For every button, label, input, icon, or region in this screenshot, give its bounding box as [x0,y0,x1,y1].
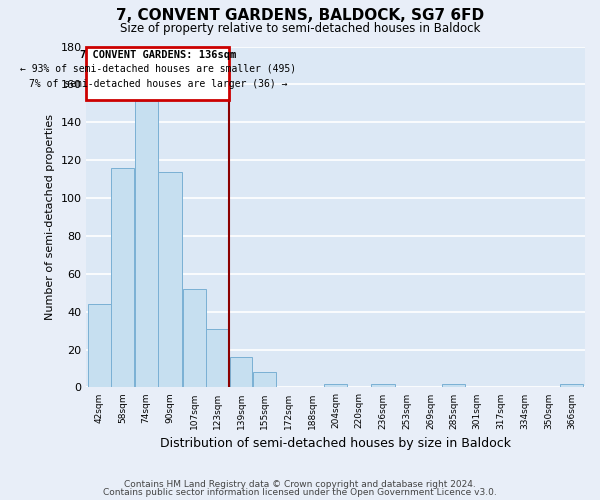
Bar [253,372,276,388]
FancyBboxPatch shape [86,46,229,100]
Y-axis label: Number of semi-detached properties: Number of semi-detached properties [45,114,55,320]
Bar [88,304,111,388]
Bar [112,168,134,388]
Text: 7, CONVENT GARDENS, BALDOCK, SG7 6FD: 7, CONVENT GARDENS, BALDOCK, SG7 6FD [116,8,484,22]
Bar [183,289,206,388]
Text: 7% of semi-detached houses are larger (36) →: 7% of semi-detached houses are larger (3… [29,78,287,88]
Bar [135,102,158,388]
Bar [206,328,229,388]
Bar [371,384,395,388]
Text: Contains HM Land Registry data © Crown copyright and database right 2024.: Contains HM Land Registry data © Crown c… [124,480,476,489]
Text: ← 93% of semi-detached houses are smaller (495): ← 93% of semi-detached houses are smalle… [20,64,296,74]
X-axis label: Distribution of semi-detached houses by size in Baldock: Distribution of semi-detached houses by … [160,437,511,450]
Bar [442,384,465,388]
Text: Contains public sector information licensed under the Open Government Licence v3: Contains public sector information licen… [103,488,497,497]
Bar [560,384,583,388]
Bar [324,384,347,388]
Text: 7 CONVENT GARDENS: 136sqm: 7 CONVENT GARDENS: 136sqm [80,50,236,60]
Bar [230,357,253,388]
Text: Size of property relative to semi-detached houses in Baldock: Size of property relative to semi-detach… [120,22,480,35]
Bar [158,172,182,388]
